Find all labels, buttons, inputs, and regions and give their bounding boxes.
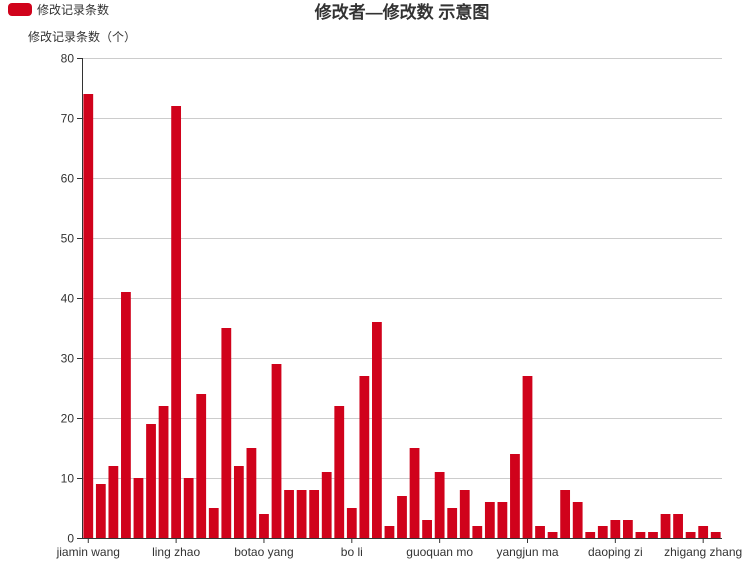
- y-tick-label: 10: [61, 472, 75, 486]
- bar[interactable]: [146, 424, 156, 538]
- bar[interactable]: [409, 448, 420, 538]
- bar[interactable]: [522, 376, 533, 538]
- bar[interactable]: [610, 520, 621, 538]
- bar[interactable]: [95, 484, 106, 538]
- bar[interactable]: [635, 532, 646, 538]
- y-tick-label: 40: [61, 292, 75, 306]
- bar[interactable]: [510, 454, 520, 538]
- bar[interactable]: [535, 526, 545, 538]
- legend-label: 修改记录条数: [37, 2, 109, 17]
- y-tick-label: 20: [61, 412, 75, 426]
- bar[interactable]: [648, 532, 658, 538]
- bar[interactable]: [597, 526, 608, 538]
- bar[interactable]: [622, 520, 633, 538]
- y-axis-label: 修改记录条数（个）: [28, 29, 136, 44]
- bar[interactable]: [372, 322, 382, 538]
- bar[interactable]: [572, 502, 583, 538]
- bar[interactable]: [246, 448, 257, 538]
- bar[interactable]: [296, 490, 307, 538]
- x-tick-label: jiamin wang: [56, 545, 120, 559]
- chart-title: 修改者—修改数 示意图: [314, 2, 490, 22]
- bar[interactable]: [271, 364, 282, 538]
- y-tick-labels: 0 10 20 30 40 50 60 70 80: [61, 52, 82, 546]
- bar[interactable]: [133, 478, 144, 538]
- y-tick-label: 80: [61, 52, 75, 66]
- bar[interactable]: [384, 526, 395, 538]
- bar[interactable]: [108, 466, 119, 538]
- bar[interactable]: [710, 532, 721, 538]
- bar[interactable]: [434, 472, 445, 538]
- bar[interactable]: [484, 502, 495, 538]
- x-tick-label: yangjun ma: [496, 545, 558, 559]
- bar[interactable]: [660, 514, 671, 538]
- bar[interactable]: [359, 376, 370, 538]
- bar[interactable]: [183, 478, 194, 538]
- bar[interactable]: [221, 328, 232, 538]
- bar[interactable]: [346, 508, 357, 538]
- bar[interactable]: [698, 526, 709, 538]
- bar[interactable]: [547, 532, 558, 538]
- y-tick-label: 50: [61, 232, 75, 246]
- bar[interactable]: [233, 466, 244, 538]
- bar[interactable]: [560, 490, 571, 538]
- bar[interactable]: [472, 526, 483, 538]
- bar[interactable]: [422, 520, 432, 538]
- x-tick-label: daoping zi: [588, 545, 643, 559]
- bar[interactable]: [158, 406, 169, 538]
- bar[interactable]: [284, 490, 294, 538]
- bar[interactable]: [309, 490, 320, 538]
- bar[interactable]: [321, 472, 332, 538]
- bar[interactable]: [208, 508, 219, 538]
- x-tick-label: bo li: [341, 545, 363, 559]
- y-tick-label: 0: [67, 532, 74, 546]
- bar[interactable]: [497, 502, 508, 538]
- x-tick-label: botao yang: [234, 545, 293, 559]
- bar[interactable]: [259, 514, 269, 538]
- bar[interactable]: [685, 532, 696, 538]
- y-tick-label: 30: [61, 352, 75, 366]
- x-tick-label: ling zhao: [152, 545, 200, 559]
- x-tick-label: zhigang zhang: [664, 545, 742, 559]
- bar[interactable]: [121, 292, 131, 538]
- y-tick-label: 60: [61, 172, 75, 186]
- bar[interactable]: [447, 508, 458, 538]
- bar[interactable]: [459, 490, 470, 538]
- legend[interactable]: 修改记录条数: [8, 2, 109, 17]
- bar[interactable]: [83, 94, 94, 538]
- bar[interactable]: [334, 406, 345, 538]
- bar[interactable]: [585, 532, 596, 538]
- bar[interactable]: [397, 496, 407, 538]
- bars: [83, 94, 721, 538]
- bar[interactable]: [673, 514, 683, 538]
- x-tick-labels: jiamin wang ling zhao botao yang bo li guoqu…: [56, 538, 742, 559]
- grid-lines: [82, 58, 722, 479]
- bar[interactable]: [196, 394, 207, 538]
- y-tick-label: 70: [61, 112, 75, 126]
- legend-swatch: [8, 3, 32, 16]
- bar[interactable]: [171, 106, 182, 538]
- x-tick-label: guoquan mo: [406, 545, 473, 559]
